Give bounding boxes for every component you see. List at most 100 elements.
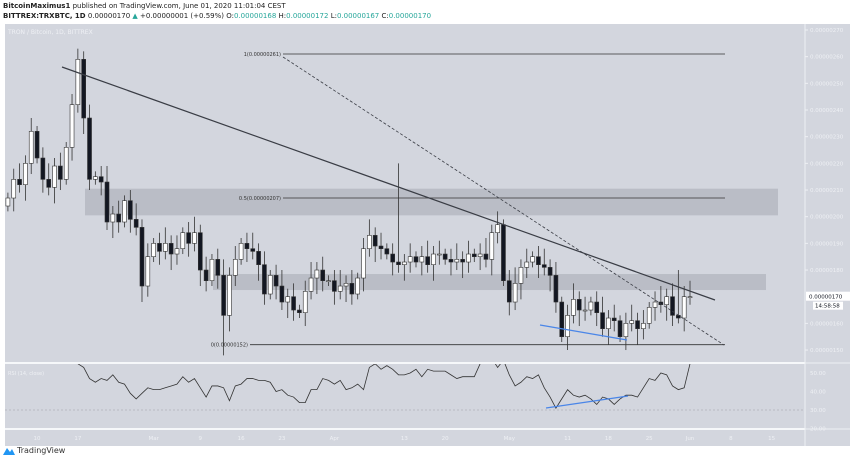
candle xyxy=(250,232,256,260)
candle-body-down xyxy=(471,253,477,257)
candle xyxy=(273,264,279,300)
candle xyxy=(407,243,413,273)
candle xyxy=(471,248,477,263)
candle-body-down xyxy=(273,275,279,287)
candle-body-up xyxy=(69,104,75,148)
candle-body-up xyxy=(518,267,524,284)
candle xyxy=(28,118,34,175)
countdown-label: 14:58:58 xyxy=(815,304,840,310)
fib-level-label: 0(0.00000152) xyxy=(211,343,248,349)
candle xyxy=(559,296,565,343)
chart-title: TRON / Bitcoin, 1D, BITTREX xyxy=(7,29,93,36)
candle-body-up xyxy=(174,248,180,255)
descending-trendline xyxy=(61,66,716,301)
candle xyxy=(87,104,92,191)
price-axis xyxy=(805,24,850,446)
low-label: L: xyxy=(330,12,337,20)
candle-body-down xyxy=(98,176,104,183)
y-tick-label: 0.00000190 xyxy=(810,241,844,247)
candle-body-up xyxy=(623,323,629,338)
close-label: C: xyxy=(381,12,389,20)
y-tick-label: 0.00000200 xyxy=(810,215,844,221)
candle-body-down xyxy=(442,253,448,260)
candle xyxy=(81,51,86,135)
candle xyxy=(541,248,547,276)
x-tick-label: 8 xyxy=(729,436,733,442)
price-divergence-line xyxy=(539,324,628,341)
candle xyxy=(524,248,530,279)
candle-body-down xyxy=(384,248,390,255)
candle xyxy=(285,288,291,319)
candle xyxy=(262,251,267,305)
candle xyxy=(670,283,675,327)
candle-body-up xyxy=(629,320,635,324)
candle-body-down xyxy=(349,283,355,295)
candle-body-down xyxy=(541,264,547,268)
candle xyxy=(611,304,617,332)
last-price-label: 0.00000170 xyxy=(809,295,843,301)
candle xyxy=(256,243,261,281)
candle-body-up xyxy=(687,296,693,299)
tradingview-logo[interactable]: TradingView xyxy=(3,446,65,455)
candle-body-up xyxy=(512,283,518,303)
candle xyxy=(320,256,326,292)
candle-body-up xyxy=(437,253,442,256)
candle-body-down xyxy=(332,280,337,292)
support-resistance-zone xyxy=(85,188,778,216)
candle xyxy=(582,296,588,321)
candle xyxy=(267,270,273,300)
candle xyxy=(40,147,46,193)
candle xyxy=(460,251,465,279)
candle xyxy=(151,238,156,263)
support-resistance-zone xyxy=(213,274,766,291)
candle xyxy=(530,251,535,268)
author[interactable]: BitcoinMaximus1 xyxy=(3,2,71,10)
candle xyxy=(641,310,646,340)
candle-body-down xyxy=(40,157,46,180)
candle-body-up xyxy=(530,256,535,263)
countdown-tag xyxy=(813,301,843,310)
high-label: H: xyxy=(278,12,287,20)
candle xyxy=(501,219,506,287)
y-tick-label: 0.00000180 xyxy=(810,268,844,274)
candle-body-up xyxy=(52,165,57,188)
candle xyxy=(174,235,180,265)
candle xyxy=(343,275,349,303)
candle-body-down xyxy=(46,179,52,188)
candle-body-up xyxy=(489,232,495,260)
candle xyxy=(547,259,553,292)
rsi-tick-label: 50.00 xyxy=(810,371,826,377)
candle-body-up xyxy=(227,275,232,316)
high-value: 0.00000172 xyxy=(286,12,329,20)
candle-body-up xyxy=(641,323,646,330)
price-chart[interactable]: TRON / Bitcoin, 1D, BITTREX 0.00000270 0.0… xyxy=(0,24,850,446)
candle xyxy=(46,163,52,196)
candle xyxy=(477,243,483,271)
candle-body-down xyxy=(116,213,121,223)
candle-body-up xyxy=(122,200,127,223)
candle xyxy=(623,312,629,351)
candle-body-down xyxy=(139,227,145,287)
candle xyxy=(192,216,197,252)
candle-body-down xyxy=(536,256,541,265)
candle-body-down xyxy=(635,320,640,330)
candle xyxy=(419,246,425,276)
logo-text: TradingView xyxy=(17,446,66,455)
candle xyxy=(332,270,337,305)
x-tick-label: 13 xyxy=(401,436,408,442)
candle-body-down xyxy=(168,243,174,255)
x-tick-label: 17 xyxy=(74,436,81,442)
candle xyxy=(553,262,559,313)
candle-body-down xyxy=(244,243,250,249)
candle-body-up xyxy=(63,147,69,180)
candle xyxy=(203,256,209,292)
x-tick-label: 20 xyxy=(442,436,449,442)
x-tick-label: May xyxy=(504,436,516,442)
candle xyxy=(635,312,640,345)
rsi-tick-label: 20.00 xyxy=(810,427,826,433)
rsi-tick-label: 30.00 xyxy=(810,408,826,414)
candle xyxy=(157,232,162,265)
candle-body-down xyxy=(87,117,92,180)
y-tick-label: 0.00000250 xyxy=(810,81,844,87)
candle-body-up xyxy=(209,259,215,281)
